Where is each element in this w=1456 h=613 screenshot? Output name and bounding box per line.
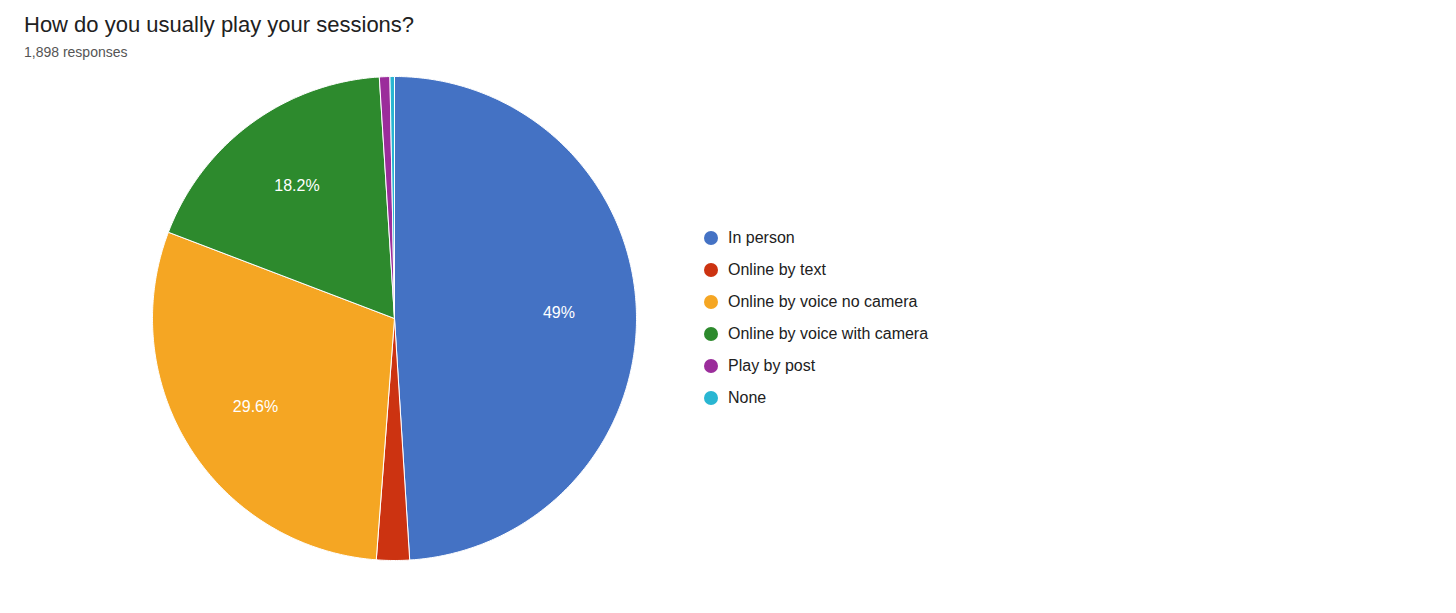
svg-text:29.6%: 29.6% bbox=[233, 398, 278, 415]
html-text:None: None bbox=[728, 389, 767, 406]
html-text:Online by text: Online by text bbox=[728, 261, 826, 278]
html-text:Online by voice no camera: Online by voice no camera bbox=[728, 293, 918, 310]
html-text:In person: In person bbox=[728, 229, 795, 246]
html-text:Play by post: Play by post bbox=[728, 357, 816, 374]
html-text:How do you usually play your s: How do you usually play your sessions? bbox=[24, 12, 415, 37]
svg-text:49%: 49% bbox=[543, 304, 575, 321]
html-text:Online by voice with camera: Online by voice with camera bbox=[728, 325, 929, 342]
svg-text:18.2%: 18.2% bbox=[274, 177, 319, 194]
html-text:1,898 responses: 1,898 responses bbox=[24, 44, 128, 60]
